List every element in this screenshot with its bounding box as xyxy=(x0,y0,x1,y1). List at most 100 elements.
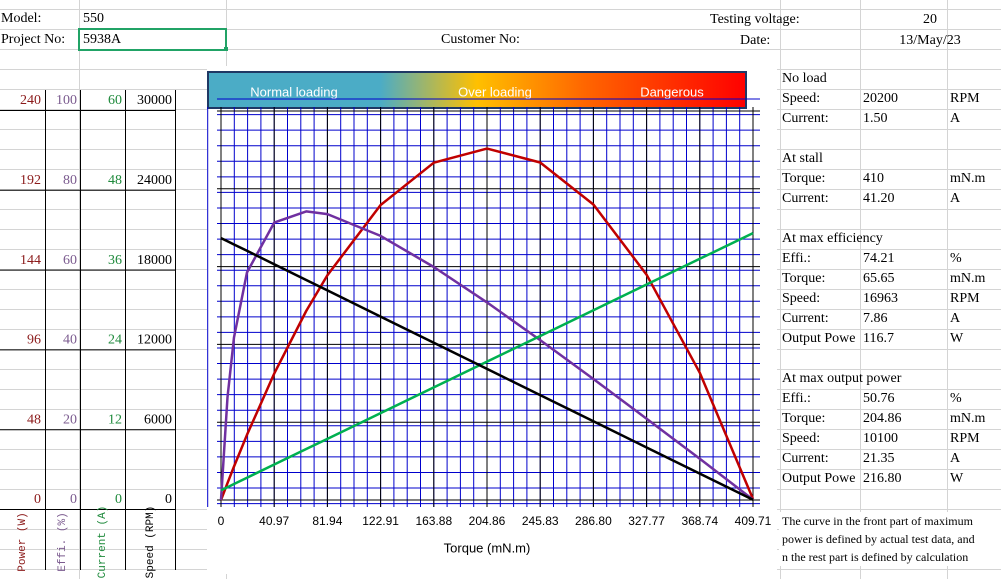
x-tick-label: 409.71 xyxy=(735,514,772,528)
zone-label: Normal loading xyxy=(250,84,337,99)
y-axis-title: Effi. (%) xyxy=(57,512,69,571)
zone-label: Over loading xyxy=(458,84,532,99)
field-unit: RPM xyxy=(950,431,980,446)
field-value: 7.86 xyxy=(863,311,888,326)
model[interactable]: 550 xyxy=(83,11,104,26)
field-unit: A xyxy=(950,111,961,126)
y-tick-label: 80 xyxy=(63,173,77,188)
zone-label: Dangerous xyxy=(640,84,704,99)
section-title: At stall xyxy=(782,151,823,166)
y-axis-title: Speed (RPM) xyxy=(145,506,157,579)
y-tick-label: 20 xyxy=(63,412,77,427)
field-label: Torque: xyxy=(782,411,825,426)
field-value: 50.76 xyxy=(863,391,895,406)
x-tick-label: 0 xyxy=(218,514,225,528)
y-tick-label: 40 xyxy=(63,333,77,348)
value-cell-bg xyxy=(861,390,946,409)
note: power is defined by actual test data, an… xyxy=(782,532,975,546)
y-tick-label: 100 xyxy=(56,93,77,108)
field-value: 1.50 xyxy=(863,111,888,126)
field-value: 65.65 xyxy=(863,271,895,286)
note: n the rest part is defined by calculatio… xyxy=(782,550,968,564)
value-cell-bg xyxy=(861,330,946,349)
value-cell-bg xyxy=(861,250,946,269)
y-tick-label: 0 xyxy=(115,492,122,507)
value-cell-bg xyxy=(861,450,946,469)
y-tick-label: 0 xyxy=(34,492,41,507)
field-value: 204.86 xyxy=(863,411,902,426)
note-bg xyxy=(779,512,1001,530)
project[interactable]: 5938A xyxy=(83,32,122,47)
loading-zones xyxy=(207,71,747,109)
x-tick-label: 40.97 xyxy=(259,514,289,528)
y-tick-label: 36 xyxy=(108,253,122,268)
y-tick-label: 60 xyxy=(63,253,77,268)
y-tick-label: 0 xyxy=(70,492,77,507)
x-tick-label: 327.77 xyxy=(628,514,665,528)
value-cell-bg xyxy=(861,290,946,309)
field-label: Current: xyxy=(782,111,829,126)
x-axis-title: Torque (mN.m) xyxy=(444,540,531,555)
field-label: Speed: xyxy=(782,291,820,306)
x-tick-label: 368.74 xyxy=(681,514,718,528)
field-unit: mN.m xyxy=(950,271,986,286)
field-value: 216.80 xyxy=(863,471,902,486)
field-unit: % xyxy=(950,251,962,266)
value-cell-bg xyxy=(861,410,946,429)
y-tick-label: 24000 xyxy=(137,173,172,188)
series-line xyxy=(219,210,754,501)
section-title: At max efficiency xyxy=(782,231,883,246)
y-tick-label: 30000 xyxy=(137,93,172,108)
date-label: Date: xyxy=(740,33,770,48)
y-axis-title: Power (W) xyxy=(17,512,29,571)
field-value: 410 xyxy=(863,171,884,186)
y-tick-label: 12000 xyxy=(137,333,172,348)
series-line xyxy=(220,236,754,501)
field-label: Effi.: xyxy=(782,391,811,406)
section-title: At max output power xyxy=(782,371,902,386)
field-label: Current: xyxy=(782,191,829,206)
field-value: 74.21 xyxy=(863,251,895,266)
y-tick-label: 60 xyxy=(108,93,122,108)
field-label: Output Powe xyxy=(782,331,856,346)
x-tick-label: 204.86 xyxy=(469,514,506,528)
project-label: Project No: xyxy=(1,32,65,47)
field-value: 116.7 xyxy=(863,331,894,346)
y-tick-label: 48 xyxy=(108,173,122,188)
field-unit: RPM xyxy=(950,291,980,306)
series-line xyxy=(219,147,755,501)
customer-label: Customer No: xyxy=(441,32,520,47)
y-tick-label: 240 xyxy=(20,93,41,108)
model-label: Model: xyxy=(1,11,41,26)
series-line xyxy=(220,231,754,492)
field-label: Current: xyxy=(782,451,829,466)
note: The curve in the front part of maximum xyxy=(782,514,974,528)
field-unit: RPM xyxy=(950,91,980,106)
value-cell-bg xyxy=(861,90,946,109)
field-unit: W xyxy=(950,331,964,346)
value-cell-bg xyxy=(861,190,946,209)
field-label: Torque: xyxy=(782,271,825,286)
date[interactable]: 13/May/23 xyxy=(899,33,960,48)
field-label: Effi.: xyxy=(782,251,811,266)
field-value: 21.35 xyxy=(863,451,895,466)
selected-cell[interactable] xyxy=(78,28,227,51)
plot xyxy=(207,98,760,507)
y-tick-label: 12 xyxy=(108,412,122,427)
y-tick-label: 192 xyxy=(20,173,41,188)
note-bg xyxy=(779,530,1001,548)
field-label: Torque: xyxy=(782,171,825,186)
field-value: 41.20 xyxy=(863,191,895,206)
x-tick-label: 81.94 xyxy=(312,514,342,528)
x-tick-label: 163.88 xyxy=(415,514,452,528)
field-unit: A xyxy=(950,451,961,466)
value-cell-bg xyxy=(861,470,946,489)
field-unit: A xyxy=(950,311,961,326)
field-value: 10100 xyxy=(863,431,898,446)
value-cell-bg xyxy=(861,270,946,289)
y-tick-label: 6000 xyxy=(144,412,172,427)
y-tick-label: 18000 xyxy=(137,253,172,268)
x-tick-label: 245.83 xyxy=(522,514,559,528)
field-unit: mN.m xyxy=(950,171,986,186)
voltage[interactable]: 20 xyxy=(923,12,937,27)
